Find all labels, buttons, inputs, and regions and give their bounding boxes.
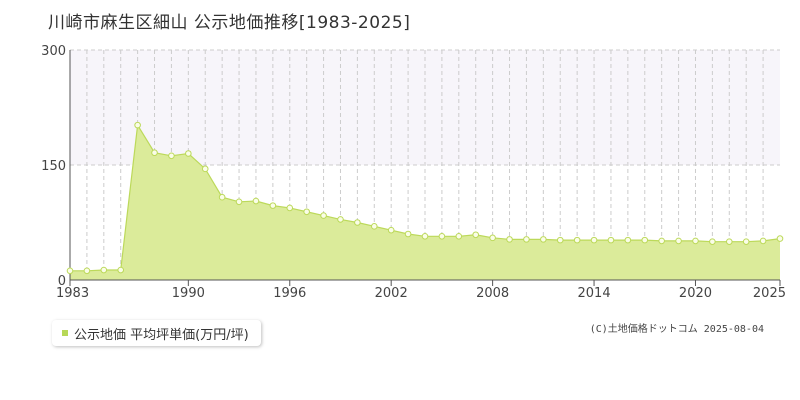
data-point [83,267,91,275]
data-point [354,219,361,226]
x-tick-label: 2014 [578,286,611,300]
area-chart: 0 150 300 1983 1990 1996 2002 2008 2014 2020 2025 [41,44,786,300]
x-tick-label: 1990 [172,286,205,300]
data-point [573,236,581,244]
data-point [489,234,496,242]
data-point [134,121,141,129]
x-tick-label: 1996 [273,286,306,300]
x-tick-label: 2025 [753,286,786,300]
data-point [556,236,564,244]
data-point [641,236,649,244]
x-tick-label: 2008 [476,286,509,300]
data-point [540,236,547,243]
data-point [320,212,327,219]
chart-title: 川崎市麻生区細山 公示地価推移[1983-2025] [48,13,411,33]
data-point [675,237,682,245]
data-point [438,233,446,240]
data-point [168,152,175,160]
data-point [185,150,192,157]
data-point [235,198,243,206]
data-point [303,208,310,216]
data-point [286,204,294,212]
x-tick-label: 2020 [679,286,712,300]
data-point [404,230,412,238]
data-point [252,197,260,205]
x-tick-label: 1983 [56,286,89,300]
data-point [100,266,108,274]
data-point [151,149,158,157]
legend-swatch [62,330,68,336]
data-point [523,236,530,243]
data-point [117,266,125,274]
data-point [218,193,226,201]
legend: 公示地価 平均坪単価(万円/坪) [52,320,261,346]
data-point [590,236,598,244]
data-point [337,216,344,223]
data-point [455,233,463,240]
data-point [472,231,480,239]
credit-text: (C)土地価格ドットコム 2025-08-04 [589,324,764,335]
data-point [201,165,209,173]
data-point [709,238,716,245]
data-point [506,236,513,243]
legend-label: 公示地価 平均坪単価(万円/坪) [74,327,249,343]
data-point [658,237,665,245]
data-point [759,237,767,245]
data-point [607,236,615,244]
data-point [742,238,750,245]
data-point [692,237,699,245]
data-point [725,238,733,245]
y-tick-label: 150 [41,159,66,174]
data-point [421,233,429,240]
data-point [370,223,378,230]
series-area [70,125,780,280]
data-point [776,235,784,242]
x-tick-label: 2002 [375,286,408,300]
data-point [387,226,395,234]
y-tick-label: 300 [41,44,66,59]
data-point [624,236,632,244]
data-point [66,267,74,275]
y-tick-label: 0 [58,274,66,289]
data-point [269,202,277,209]
